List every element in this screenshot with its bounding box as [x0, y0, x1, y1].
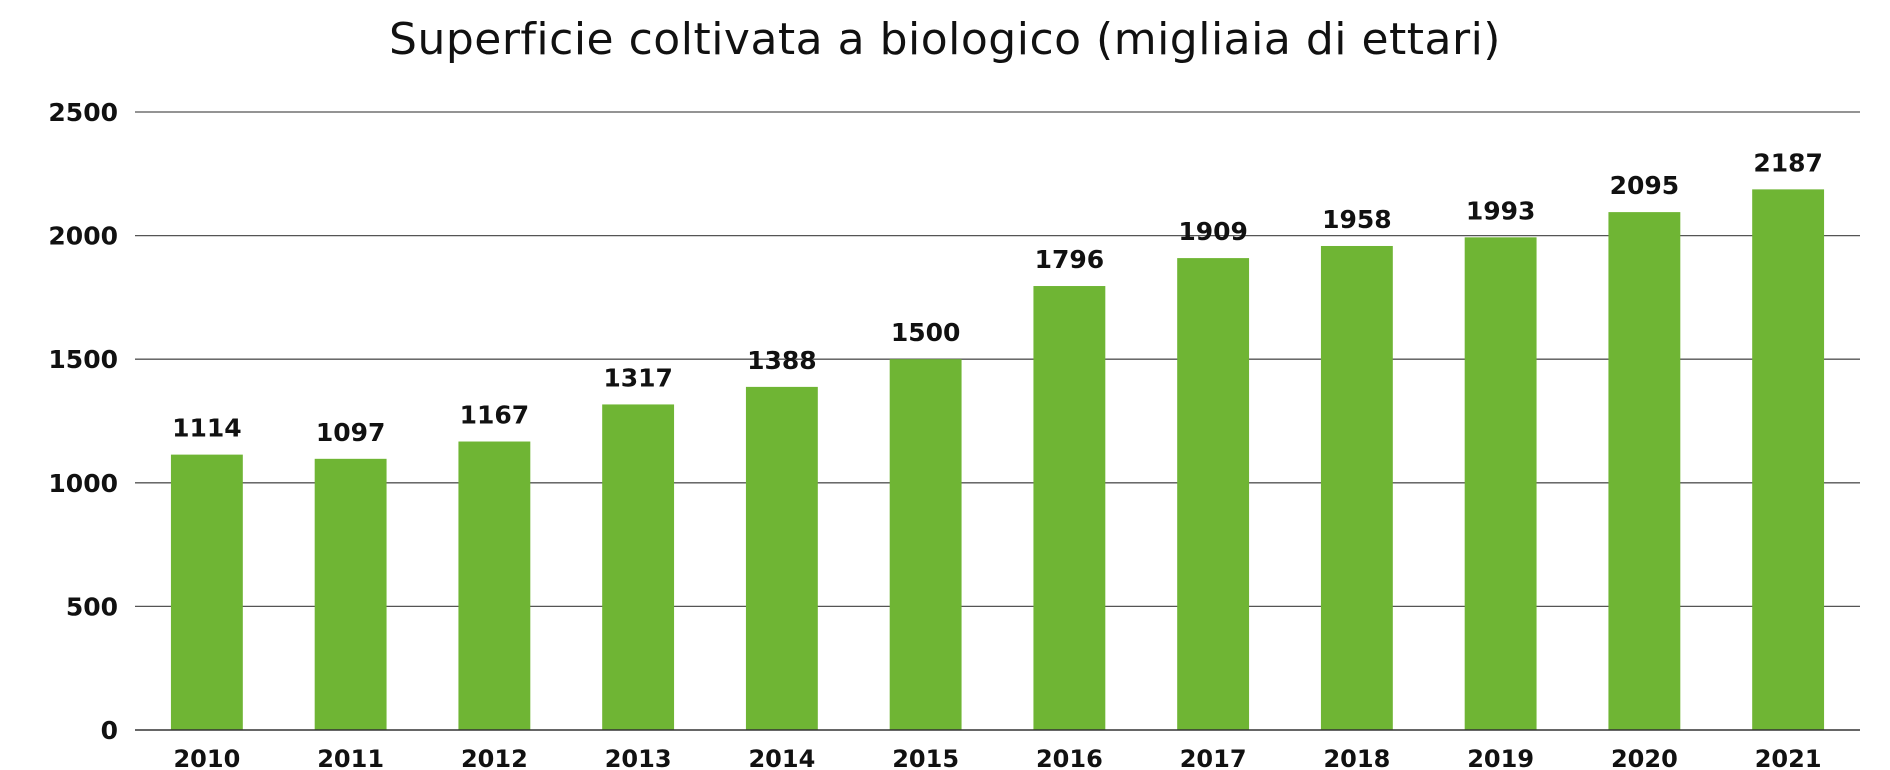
- data-label: 1167: [460, 401, 530, 430]
- bar-2019: [1464, 237, 1537, 731]
- data-label: 1993: [1466, 196, 1536, 225]
- y-tick-label: 500: [66, 592, 118, 621]
- data-label: 1388: [747, 346, 817, 375]
- bar-2018: [1320, 245, 1393, 730]
- data-label: 1500: [891, 318, 961, 347]
- data-label: 1909: [1178, 217, 1248, 246]
- grid-lines: [135, 111, 1860, 608]
- x-tick-label: 2021: [1755, 745, 1822, 770]
- y-tick-label: 1500: [48, 345, 118, 374]
- bar-2021: [1752, 189, 1825, 730]
- x-tick-label: 2020: [1611, 745, 1678, 770]
- x-tick-label: 2012: [461, 745, 528, 770]
- y-tick-label: 2000: [48, 222, 118, 251]
- bar-2012: [458, 441, 531, 730]
- data-label: 1317: [603, 363, 673, 392]
- data-label: 1097: [316, 418, 386, 447]
- x-tick-label: 2019: [1467, 745, 1534, 770]
- bar-2016: [1033, 286, 1106, 730]
- bar-2015: [889, 359, 962, 730]
- data-label: 2187: [1753, 148, 1823, 177]
- x-tick-label: 2014: [748, 745, 815, 770]
- x-tick-label: 2011: [317, 745, 384, 770]
- x-tick-label: 2018: [1323, 745, 1390, 770]
- x-tick-label: 2010: [173, 745, 240, 770]
- bar-2014: [745, 386, 818, 730]
- bar-2020: [1608, 212, 1681, 731]
- bar-2013: [602, 404, 675, 730]
- data-label: 1114: [172, 414, 242, 443]
- chart-title: Superficie coltivata a biologico (miglia…: [389, 14, 1501, 65]
- data-label: 1796: [1035, 245, 1105, 274]
- data-label: 1958: [1322, 205, 1392, 234]
- y-tick-label: 2500: [48, 98, 118, 127]
- labels: 0 500 1000 1500 2000 2500 1114 2010 1097 2011 1167…: [48, 98, 1823, 770]
- x-tick-label: 2017: [1180, 745, 1247, 770]
- bar-2017: [1177, 258, 1250, 730]
- x-tick-label: 2016: [1036, 745, 1103, 770]
- bars: [170, 189, 1825, 731]
- y-tick-label: 0: [101, 716, 118, 745]
- data-label: 2095: [1610, 171, 1680, 200]
- y-tick-label: 1000: [48, 469, 118, 498]
- x-tick-label: 2015: [892, 745, 959, 770]
- bar-2010: [170, 454, 243, 730]
- bar-2011: [314, 458, 387, 730]
- x-tick-label: 2013: [605, 745, 672, 770]
